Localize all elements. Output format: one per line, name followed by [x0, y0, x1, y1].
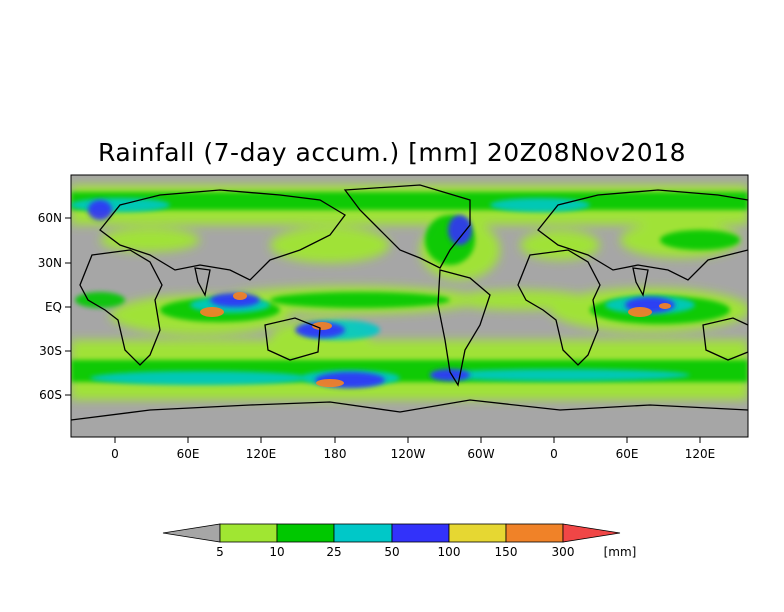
x-tick-label: 60W — [467, 447, 494, 461]
colorbar-segment — [505, 523, 564, 543]
rainfall-field — [71, 184, 748, 421]
y-tick-label: 60S — [39, 388, 62, 402]
map-title: Rainfall (7-day accum.) [mm] 20Z08Nov201… — [98, 138, 686, 167]
x-tick-label: 60E — [177, 447, 200, 461]
y-tick-label: 60N — [38, 211, 62, 225]
x-tick-label: 60E — [616, 447, 639, 461]
x-tick-label: 180 — [324, 447, 347, 461]
y-axis: 60N 30N EQ 30S 60S — [38, 211, 71, 402]
colorbar-label: 150 — [495, 545, 518, 559]
colorbar-label: 50 — [384, 545, 399, 559]
colorbar-label: 10 — [269, 545, 284, 559]
colorbar-label: 5 — [216, 545, 224, 559]
colorbar-segment — [562, 523, 621, 543]
colorbar-segment — [391, 523, 450, 543]
colorbar: 5 10 25 50 100 150 300 [mm] — [162, 523, 637, 559]
x-axis: 0 60E 120E 180 120W 60W 0 60E 120E — [111, 437, 715, 461]
x-tick-label: 0 — [111, 447, 119, 461]
colorbar-label: 300 — [552, 545, 575, 559]
colorbar-segment — [219, 523, 278, 543]
y-tick-label: 30S — [39, 344, 62, 358]
map-frame — [70, 174, 749, 438]
y-tick-label: EQ — [45, 300, 62, 314]
x-tick-label: 120E — [246, 447, 277, 461]
x-tick-label: 120W — [391, 447, 426, 461]
coastlines — [71, 184, 748, 421]
colorbar-segment — [162, 523, 221, 543]
colorbar-segment — [333, 523, 393, 543]
y-tick-label: 30N — [38, 256, 62, 270]
x-tick-label: 0 — [550, 447, 558, 461]
x-tick-label: 120E — [685, 447, 716, 461]
colorbar-label: 100 — [438, 545, 461, 559]
colorbar-label: 25 — [326, 545, 341, 559]
colorbar-segment — [276, 523, 335, 543]
colorbar-unit: [mm] — [604, 545, 637, 559]
colorbar-segment — [448, 523, 507, 543]
